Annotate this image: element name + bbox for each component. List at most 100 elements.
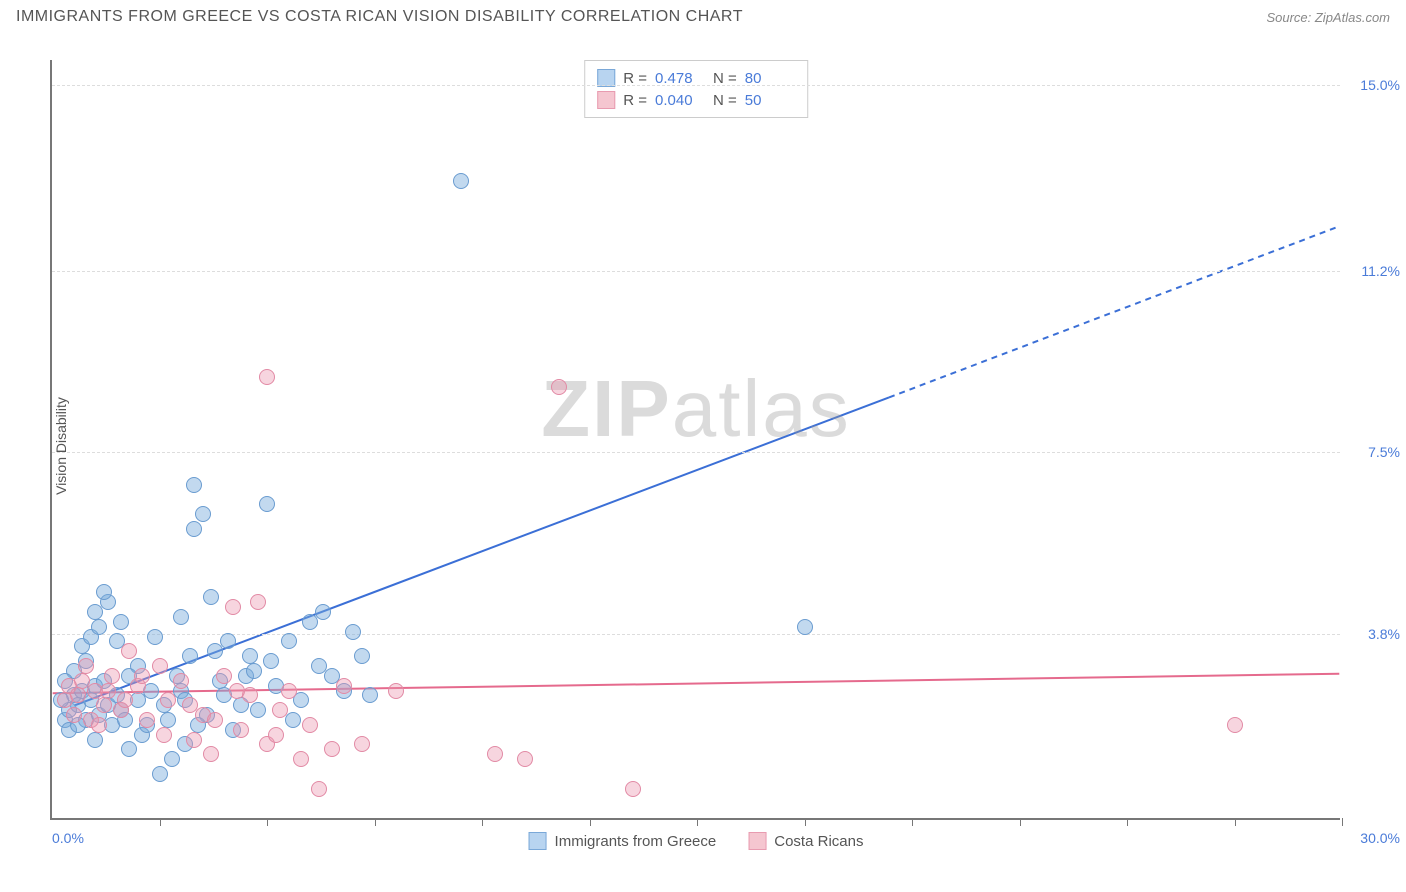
scatter-point [250,702,266,718]
r-label: R = [623,92,647,109]
x-tick [375,818,376,826]
legend-swatch [748,832,766,850]
scatter-point [625,781,641,797]
scatter-point [324,741,340,757]
scatter-point [281,633,297,649]
scatter-point [182,648,198,664]
gridline [52,634,1340,635]
correlation-legend: R =0.478N =80R =0.040N =50 [584,60,808,118]
scatter-point [551,379,567,395]
scatter-point [134,668,150,684]
y-tick-label: 11.2% [1361,263,1400,279]
scatter-point [268,727,284,743]
scatter-point [233,722,249,738]
scatter-point [186,521,202,537]
scatter-point [173,609,189,625]
scatter-point [104,668,120,684]
scatter-point [354,736,370,752]
n-label: N = [713,92,737,109]
x-tick [267,818,268,826]
scatter-point [453,173,469,189]
scatter-point [220,633,236,649]
scatter-point [207,712,223,728]
scatter-point [487,746,503,762]
scatter-point [259,369,275,385]
scatter-point [117,692,133,708]
scatter-point [336,678,352,694]
scatter-point [160,692,176,708]
scatter-point [259,496,275,512]
scatter-point [302,717,318,733]
gridline [52,85,1340,86]
scatter-point [225,599,241,615]
chart-plot-area: ZIPatlas R =0.478N =80R =0.040N =50 0.0%… [50,60,1340,820]
x-tick [1020,818,1021,826]
scatter-point [113,614,129,630]
chart-title: IMMIGRANTS FROM GREECE VS COSTA RICAN VI… [16,8,743,26]
scatter-point [362,687,378,703]
gridline [52,271,1340,272]
scatter-point [160,712,176,728]
gridline [52,452,1340,453]
scatter-point [100,683,116,699]
scatter-point [311,781,327,797]
scatter-point [250,594,266,610]
scatter-point [156,727,172,743]
scatter-point [203,746,219,762]
legend-swatch [529,832,547,850]
scatter-point [139,712,155,728]
x-tick [1342,818,1343,826]
scatter-point [78,658,94,674]
legend-series-label: Costa Ricans [774,833,863,850]
scatter-point [186,732,202,748]
series-legend: Immigrants from Greece Costa Ricans [529,832,864,850]
legend-correlation-row: R =0.478N =80 [597,67,795,89]
scatter-point [195,506,211,522]
scatter-point [121,741,137,757]
scatter-point [203,589,219,605]
x-axis-min-label: 0.0% [52,830,84,846]
legend-series-label: Immigrants from Greece [555,833,717,850]
y-tick-label: 7.5% [1368,444,1400,460]
x-tick [805,818,806,826]
legend-series-item: Immigrants from Greece [529,832,717,850]
scatter-point [311,658,327,674]
scatter-point [1227,717,1243,733]
x-tick [697,818,698,826]
scatter-point [293,751,309,767]
scatter-point [152,658,168,674]
scatter-point [216,668,232,684]
scatter-point [96,584,112,600]
scatter-point [121,643,137,659]
x-tick [590,818,591,826]
n-value: 50 [745,92,795,109]
x-tick [912,818,913,826]
legend-series-item: Costa Ricans [748,832,863,850]
scatter-point [164,751,180,767]
scatter-point [152,766,168,782]
scatter-point [517,751,533,767]
scatter-point [281,683,297,699]
scatter-point [91,717,107,733]
x-tick [160,818,161,826]
scatter-point [173,673,189,689]
scatter-point [797,619,813,635]
legend-swatch [597,91,615,109]
scatter-point [96,697,112,713]
scatter-point [246,663,262,679]
x-axis-max-label: 30.0% [1360,830,1400,846]
scatter-point [182,697,198,713]
scatter-point [186,477,202,493]
x-tick [1127,818,1128,826]
scatter-point [242,648,258,664]
y-tick-label: 15.0% [1360,77,1400,93]
y-tick-label: 3.8% [1368,626,1400,642]
scatter-point [91,619,107,635]
scatter-point [315,604,331,620]
legend-correlation-row: R =0.040N =50 [597,89,795,111]
scatter-point [87,732,103,748]
scatter-point [293,692,309,708]
scatter-point [272,702,288,718]
scatter-point [388,683,404,699]
scatter-point [345,624,361,640]
